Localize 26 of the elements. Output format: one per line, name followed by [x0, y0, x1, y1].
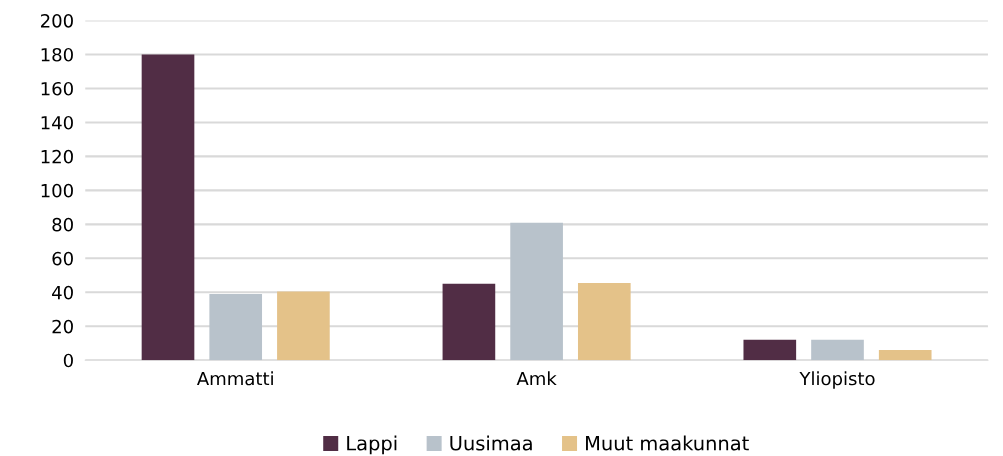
x-tick-label: Yliopisto	[799, 371, 875, 389]
bar	[442, 283, 496, 361]
y-tick-label: 40	[52, 285, 73, 300]
y-tick-label: 200	[41, 13, 73, 28]
bar	[277, 291, 330, 361]
bar	[577, 282, 631, 361]
legend-label: Uusimaa	[450, 435, 532, 451]
y-tick-label: 100	[41, 183, 73, 198]
y-tick-label: 60	[52, 251, 73, 266]
legend-label: Lappi	[347, 435, 397, 455]
y-tick-label: 140	[41, 115, 73, 130]
bar	[209, 293, 263, 361]
y-tick-label: 160	[41, 81, 73, 96]
y-tick-label: 180	[41, 47, 73, 62]
y-tick-label: 120	[41, 149, 73, 164]
y-tick-label: 0	[63, 353, 73, 368]
bar	[510, 222, 563, 361]
bar	[141, 54, 195, 361]
x-tick-label: Ammatti	[196, 371, 273, 386]
legend-label: Muut maakunnat	[586, 435, 749, 451]
bar	[811, 339, 864, 361]
bar	[743, 339, 797, 361]
y-tick-label: 20	[52, 319, 73, 334]
x-tick-label: Amk	[516, 371, 557, 386]
bar	[878, 350, 932, 361]
y-tick-label: 80	[52, 217, 73, 232]
